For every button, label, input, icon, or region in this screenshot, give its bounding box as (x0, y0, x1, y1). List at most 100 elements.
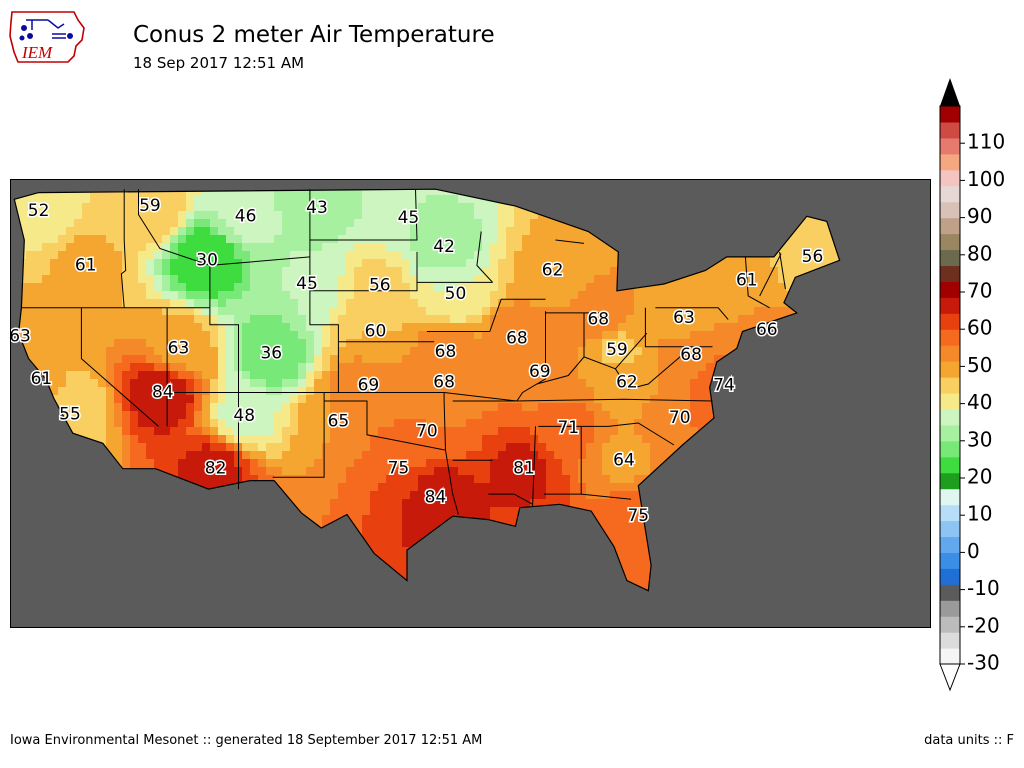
temperature-cell (330, 443, 339, 452)
temperature-cell (274, 267, 283, 276)
temperature-cell (570, 339, 579, 348)
temperature-cell (474, 307, 483, 316)
temperature-cell (394, 227, 403, 236)
temperature-cell (474, 411, 483, 420)
temperature-cell (570, 267, 579, 276)
temperature-cell (218, 189, 227, 196)
temperature-cell (74, 299, 83, 308)
temperature-cell (370, 347, 379, 356)
temperature-cell (194, 355, 203, 364)
temperature-cell (570, 443, 579, 452)
temperature-cell (426, 235, 435, 244)
temperature-cell (66, 291, 75, 300)
temperature-cell (594, 459, 603, 468)
temperature-cell (530, 315, 539, 324)
temperature-cell (570, 427, 579, 436)
temperature-cell (570, 435, 579, 444)
temperature-cell (666, 379, 675, 388)
temperature-cell (194, 411, 203, 420)
temperature-cell (146, 387, 155, 396)
temperature-cell (434, 379, 443, 388)
temperature-cell (466, 395, 475, 404)
temperature-cell (266, 355, 275, 364)
temperature-cell (522, 459, 531, 468)
temperature-cell (210, 267, 219, 276)
temperature-cell (658, 355, 667, 364)
temperature-cell (402, 315, 411, 324)
map-title: Conus 2 meter Air Temperature (133, 22, 495, 48)
temperature-cell (98, 379, 107, 388)
temperature-cell (570, 275, 579, 284)
temperature-cell (290, 259, 299, 268)
temperature-cell (506, 435, 515, 444)
temperature-cell (250, 339, 259, 348)
temperature-cell (594, 435, 603, 444)
temperature-cell (298, 435, 307, 444)
temperature-cell (34, 211, 43, 220)
temperature-cell (154, 299, 163, 308)
temperature-cell (514, 347, 523, 356)
temperature-cell (146, 427, 155, 436)
temperature-cell (250, 219, 259, 228)
temperature-cell (250, 235, 259, 244)
temperature-cell (194, 267, 203, 276)
temperature-cell (402, 267, 411, 276)
temperature-cell (338, 227, 347, 236)
temperature-cell (122, 331, 131, 340)
temperature-cell (522, 379, 531, 388)
temperature-cell (506, 259, 515, 268)
temperature-cell (722, 339, 731, 348)
temperature-cell (466, 435, 475, 444)
temperature-cell (482, 251, 491, 260)
temperature-cell (122, 227, 131, 236)
temperature-cell (266, 259, 275, 268)
temperature-cell (394, 267, 403, 276)
temperature-cell (234, 243, 243, 252)
temperature-cell (162, 419, 171, 428)
temperature-cell (554, 475, 563, 484)
temperature-cell (514, 275, 523, 284)
temperature-cell (794, 227, 803, 236)
temperature-cell (98, 435, 107, 444)
temperature-cell (386, 467, 395, 476)
temperature-cell (218, 403, 227, 412)
temperature-cell (98, 411, 107, 420)
temperature-cell (154, 387, 163, 396)
temperature-cell (506, 467, 515, 476)
temperature-cell (90, 243, 99, 252)
temperature-cell (482, 387, 491, 396)
temperature-cell (426, 499, 435, 508)
temperature-cell (170, 467, 179, 476)
temperature-cell (650, 339, 659, 348)
temperature-cell (106, 419, 115, 428)
temperature-cell (674, 355, 683, 364)
temperature-cell (466, 427, 475, 436)
temperature-cell (490, 355, 499, 364)
temperature-cell (418, 235, 427, 244)
temperature-cell (298, 189, 307, 196)
temperature-cell (618, 371, 627, 380)
temperature-cell (602, 243, 611, 252)
temperature-cell (50, 307, 59, 316)
temperature-cell (426, 189, 435, 196)
temperature-cell (450, 427, 459, 436)
temperature-cell (338, 267, 347, 276)
temperature-cell (106, 427, 115, 436)
temperature-cell (458, 259, 467, 268)
temperature-cell (586, 363, 595, 372)
temperature-cell (202, 235, 211, 244)
temperature-cell (650, 323, 659, 332)
temperature-cell (202, 219, 211, 228)
temperature-cell (690, 323, 699, 332)
temperature-cell (674, 307, 683, 316)
temperature-cell (818, 251, 827, 260)
temperature-cell (402, 379, 411, 388)
temperature-cell (482, 499, 491, 508)
temperature-cell (546, 403, 555, 412)
temperature-cell (250, 371, 259, 380)
temperature-cell (442, 315, 451, 324)
temperature-cell (330, 475, 339, 484)
temperature-cell (554, 219, 563, 228)
temperature-cell (466, 363, 475, 372)
temperature-cell (602, 491, 611, 500)
